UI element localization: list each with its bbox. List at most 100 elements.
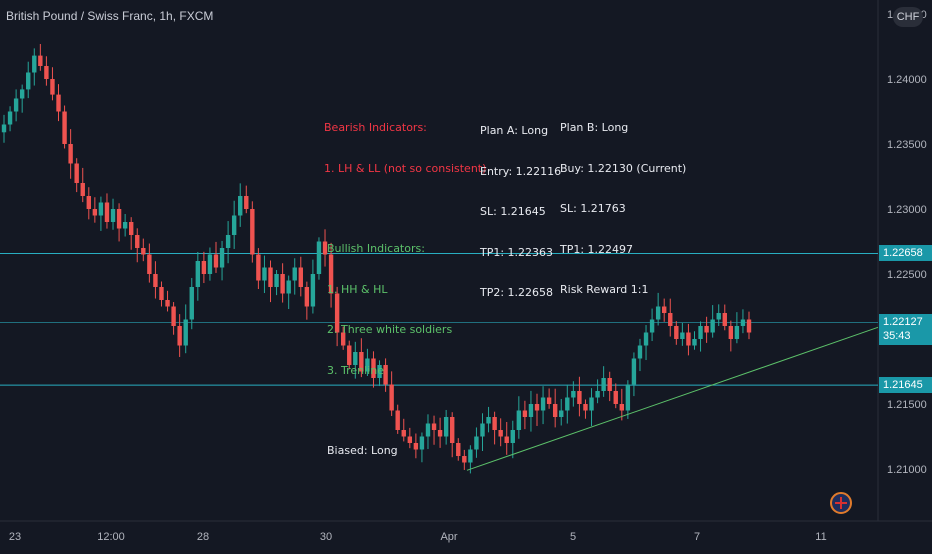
bar-countdown: 35:43 (883, 330, 911, 342)
candle-body (686, 332, 691, 346)
candle-body (274, 274, 279, 287)
candle-body (395, 410, 400, 430)
candle-body (135, 235, 140, 248)
y-tick-label: 1.24000 (887, 74, 927, 86)
candle-body (546, 397, 552, 404)
plan-b-line: SL: 1.21763 (560, 202, 626, 215)
y-tick-label: 1.22500 (887, 269, 927, 281)
candle-body (619, 404, 625, 411)
bullish-item: 1. HH & HL (327, 282, 388, 296)
plan-a-line: TP2: 1.22658 (480, 286, 554, 299)
x-tick-label: 28 (197, 531, 209, 543)
candle-body (540, 397, 546, 411)
candle-body (552, 404, 558, 417)
candle-body (56, 94, 61, 112)
candle-body (419, 436, 425, 450)
plan-a-line: SL: 1.21645 (480, 205, 546, 218)
candle-body (510, 430, 515, 443)
candle-body (13, 98, 19, 112)
candle-body (565, 397, 570, 411)
candle-body (425, 423, 431, 437)
candle-body (371, 358, 376, 378)
candle-body (207, 254, 213, 274)
candle-body (692, 339, 697, 346)
candle-body (250, 209, 255, 255)
candle-body (92, 209, 98, 216)
candle-body (389, 384, 394, 411)
candle-body (443, 417, 449, 437)
tp2-price-tag: 1.22658 (879, 245, 932, 261)
candle-body (298, 267, 303, 287)
bullish-title: Bullish Indicators: (327, 242, 425, 255)
candle-body (528, 404, 534, 417)
candle-body (238, 196, 243, 216)
candle-body (595, 391, 600, 398)
y-tick-label: 1.23500 (887, 139, 927, 151)
candle-body (698, 326, 703, 339)
candle-body (589, 397, 594, 411)
bearish-item: 1. LH & LL (not so consistent) (324, 161, 487, 175)
candle-body (1, 124, 7, 133)
candle-body (334, 293, 340, 333)
candle-body (601, 378, 606, 391)
candle-body (722, 313, 727, 326)
y-tick-label: 1.23000 (887, 204, 927, 216)
candle-body (680, 332, 685, 339)
candle-body (662, 306, 667, 313)
candle-body (607, 378, 612, 391)
candle-body (668, 313, 673, 326)
candle-body (153, 274, 158, 287)
candle-body (159, 287, 164, 300)
candle-body (583, 404, 588, 411)
current-price-value: 1.22127 (883, 316, 923, 328)
candle-body (165, 300, 170, 307)
candle-body (637, 345, 643, 359)
candle-body (413, 443, 419, 450)
candle-body (50, 79, 55, 95)
plan-a-note: Plan A: Long Entry: 1.22116 SL: 1.21645 … (480, 97, 561, 313)
candle-body (377, 365, 382, 378)
candle-body (728, 326, 734, 339)
candle-body (710, 319, 715, 333)
candle-body (734, 326, 740, 339)
candle-body (643, 332, 649, 346)
candle-body (486, 417, 491, 424)
candle-body (468, 449, 473, 463)
candle-body (141, 248, 146, 255)
candle-body (7, 111, 13, 125)
candle-body (450, 417, 455, 443)
candle-body (26, 72, 31, 90)
candle-body (86, 196, 91, 209)
candle-body (280, 274, 285, 294)
candle-body (110, 209, 116, 222)
plan-a-line: Entry: 1.22116 (480, 164, 562, 178)
candle-body (19, 89, 25, 99)
candle-body (571, 391, 576, 398)
uk-flag-icon[interactable] (830, 492, 852, 514)
candle-body (534, 404, 540, 411)
candle-body (98, 202, 104, 216)
candle-body (225, 235, 231, 248)
candle-body (328, 254, 334, 294)
candle-body (122, 222, 128, 229)
plan-b-note: Plan B: Long Buy: 1.22130 (Current) SL: … (560, 94, 686, 310)
candle-body (62, 111, 67, 144)
x-tick-label: 12:00 (97, 531, 125, 543)
candle-body (286, 280, 291, 294)
y-tick-label: 1.21500 (887, 399, 927, 411)
candle-body (80, 183, 85, 196)
candle-body (322, 241, 328, 255)
x-tick-label: 7 (694, 531, 700, 543)
candle-body (613, 391, 618, 404)
indicators-note: Bearish Indicators: 1. LH & LL (not so c… (324, 94, 486, 471)
x-tick-label: 5 (570, 531, 576, 543)
candle-body (498, 430, 503, 437)
x-tick-label: 23 (9, 531, 21, 543)
candle-body (262, 267, 267, 281)
candle-body (340, 332, 346, 346)
currency-badge[interactable]: CHF (893, 7, 923, 27)
candle-body (353, 352, 358, 365)
bearish-title: Bearish Indicators: (324, 121, 427, 134)
candle-body (383, 365, 388, 385)
candle-body (516, 410, 522, 430)
